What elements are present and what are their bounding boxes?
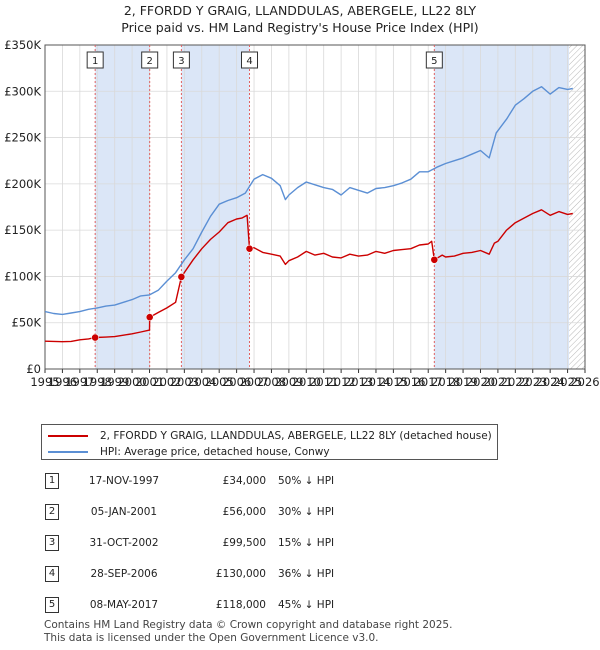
transaction-id: 1 (45, 473, 59, 489)
transaction-id: 5 (45, 597, 59, 613)
transaction-row: 1 17-NOV-1997 £34,000 50% ↓ HPI (0, 473, 600, 491)
legend-label-property: 2, FFORDD Y GRAIG, LLANDDULAS, ABERGELE,… (100, 430, 492, 442)
x-tick-label: 2021 (483, 375, 512, 389)
x-tick-label: 2004 (187, 375, 216, 389)
sale-badge-3 (172, 51, 190, 69)
transaction-id: 3 (45, 535, 59, 551)
x-tick-label: 1998 (83, 375, 112, 389)
y-tick-label: £50K (12, 316, 42, 330)
ownership-shade-2 (181, 45, 250, 369)
transaction-id: 2 (45, 504, 59, 520)
x-tick-label: 2011 (309, 375, 338, 389)
transaction-id: 4 (45, 566, 59, 582)
transaction-hpi-relation: 15% ↓ HPI (278, 537, 335, 549)
transaction-row: 2 05-JAN-2001 £56,000 30% ↓ HPI (0, 504, 600, 522)
sale-point-3 (177, 272, 186, 281)
x-tick-label: 2005 (205, 375, 234, 389)
legend-item-property: 2, FFORDD Y GRAIG, LLANDDULAS, ABERGELE,… (48, 429, 492, 443)
sale-badge-5 (425, 51, 443, 69)
price-chart: 1995199619971998199920002001200220032004… (4, 38, 599, 389)
x-tick-label: 2009 (274, 375, 303, 389)
x-tick-label: 2018 (431, 375, 460, 389)
x-tick-label: 2014 (361, 375, 390, 389)
x-tick-label: 1999 (100, 375, 129, 389)
sale-badge-label-4: 4 (246, 56, 252, 67)
x-tick-label: 2015 (379, 375, 408, 389)
ownership-shade-1 (95, 45, 150, 369)
x-tick-label: 2024 (536, 375, 565, 389)
sale-badge-label-1: 1 (92, 56, 98, 67)
transaction-date: 05-JAN-2001 (90, 506, 158, 518)
x-tick-label: 2003 (170, 375, 199, 389)
transaction-price: £118,000 (215, 599, 266, 611)
transaction-hpi-relation: 45% ↓ HPI (278, 599, 335, 611)
x-tick-label: 2020 (466, 375, 495, 389)
transaction-price: £130,000 (215, 568, 266, 580)
sale-badge-label-3: 3 (178, 56, 184, 67)
x-tick-label: 2002 (152, 375, 181, 389)
x-tick-label: 2017 (414, 375, 443, 389)
y-tick-label: £250K (4, 131, 41, 145)
x-tick-label: 2025 (553, 375, 582, 389)
chart-title: 2, FFORDD Y GRAIG, LLANDDULAS, ABERGELE,… (123, 3, 477, 18)
transaction-hpi-relation: 36% ↓ HPI (278, 568, 335, 580)
forecast-hatch (568, 45, 585, 369)
sale-badge-label-2: 2 (147, 56, 153, 67)
chart-subtitle: Price paid vs. HM Land Registry's House … (121, 20, 479, 35)
footer-copyright: Contains HM Land Registry data © Crown c… (44, 619, 453, 631)
ownership-shade-3 (434, 45, 569, 369)
transaction-date: 17-NOV-1997 (88, 475, 160, 487)
legend-label-hpi: HPI: Average price, detached house, Conw… (100, 446, 330, 458)
footer-licence: This data is licensed under the Open Gov… (44, 632, 379, 644)
x-tick-label: 2016 (396, 375, 425, 389)
legend: 2, FFORDD Y GRAIG, LLANDDULAS, ABERGELE,… (41, 424, 498, 460)
x-tick-label: 2023 (518, 375, 547, 389)
transaction-row: 4 28-SEP-2006 £130,000 36% ↓ HPI (0, 566, 600, 584)
y-tick-label: £200K (4, 177, 41, 191)
x-tick-label: 2026 (570, 375, 599, 389)
legend-swatch-hpi (48, 451, 88, 453)
transaction-hpi-relation: 30% ↓ HPI (278, 506, 335, 518)
y-tick-label: £300K (4, 84, 41, 98)
x-tick-label: 2007 (239, 375, 268, 389)
sale-badge-2 (141, 51, 159, 69)
transaction-price: £56,000 (222, 506, 266, 518)
x-tick-label: 2006 (222, 375, 251, 389)
sale-point-1 (91, 333, 100, 342)
property-price-line (44, 209, 573, 343)
y-tick-label: £150K (4, 223, 41, 237)
transaction-row: 5 08-MAY-2017 £118,000 45% ↓ HPI (0, 597, 600, 615)
legend-item-hpi: HPI: Average price, detached house, Conw… (48, 445, 330, 459)
y-tick-label: £100K (4, 269, 41, 283)
sale-badge-label-5: 5 (431, 56, 437, 67)
x-tick-label: 2010 (292, 375, 321, 389)
hpi-line (44, 86, 573, 316)
x-tick-label: 1995 (30, 375, 59, 389)
transaction-price: £99,500 (222, 537, 266, 549)
x-tick-label: 2019 (448, 375, 477, 389)
transaction-date: 08-MAY-2017 (89, 599, 159, 611)
transaction-hpi-relation: 50% ↓ HPI (278, 475, 335, 487)
sale-point-2 (145, 313, 154, 322)
sale-badge-4 (241, 51, 259, 69)
x-tick-label: 2000 (117, 375, 146, 389)
x-tick-label: 2012 (326, 375, 355, 389)
transaction-row: 3 31-OCT-2002 £99,500 15% ↓ HPI (0, 535, 600, 553)
legend-swatch-property (48, 435, 88, 437)
x-tick-label: 1997 (65, 375, 94, 389)
x-tick-label: 1996 (48, 375, 77, 389)
transaction-price: £34,000 (222, 475, 266, 487)
sale-badge-1 (86, 51, 104, 69)
x-tick-label: 2008 (257, 375, 286, 389)
plot-frame (44, 44, 586, 370)
transaction-date: 28-SEP-2006 (90, 568, 158, 580)
x-tick-label: 2022 (501, 375, 530, 389)
transaction-date: 31-OCT-2002 (89, 537, 159, 549)
sale-point-5 (430, 255, 439, 264)
x-tick-label: 2001 (135, 375, 164, 389)
x-tick-label: 2013 (344, 375, 373, 389)
y-tick-label: £350K (4, 38, 41, 52)
y-tick-label: £0 (26, 362, 41, 376)
sale-point-4 (245, 244, 254, 253)
